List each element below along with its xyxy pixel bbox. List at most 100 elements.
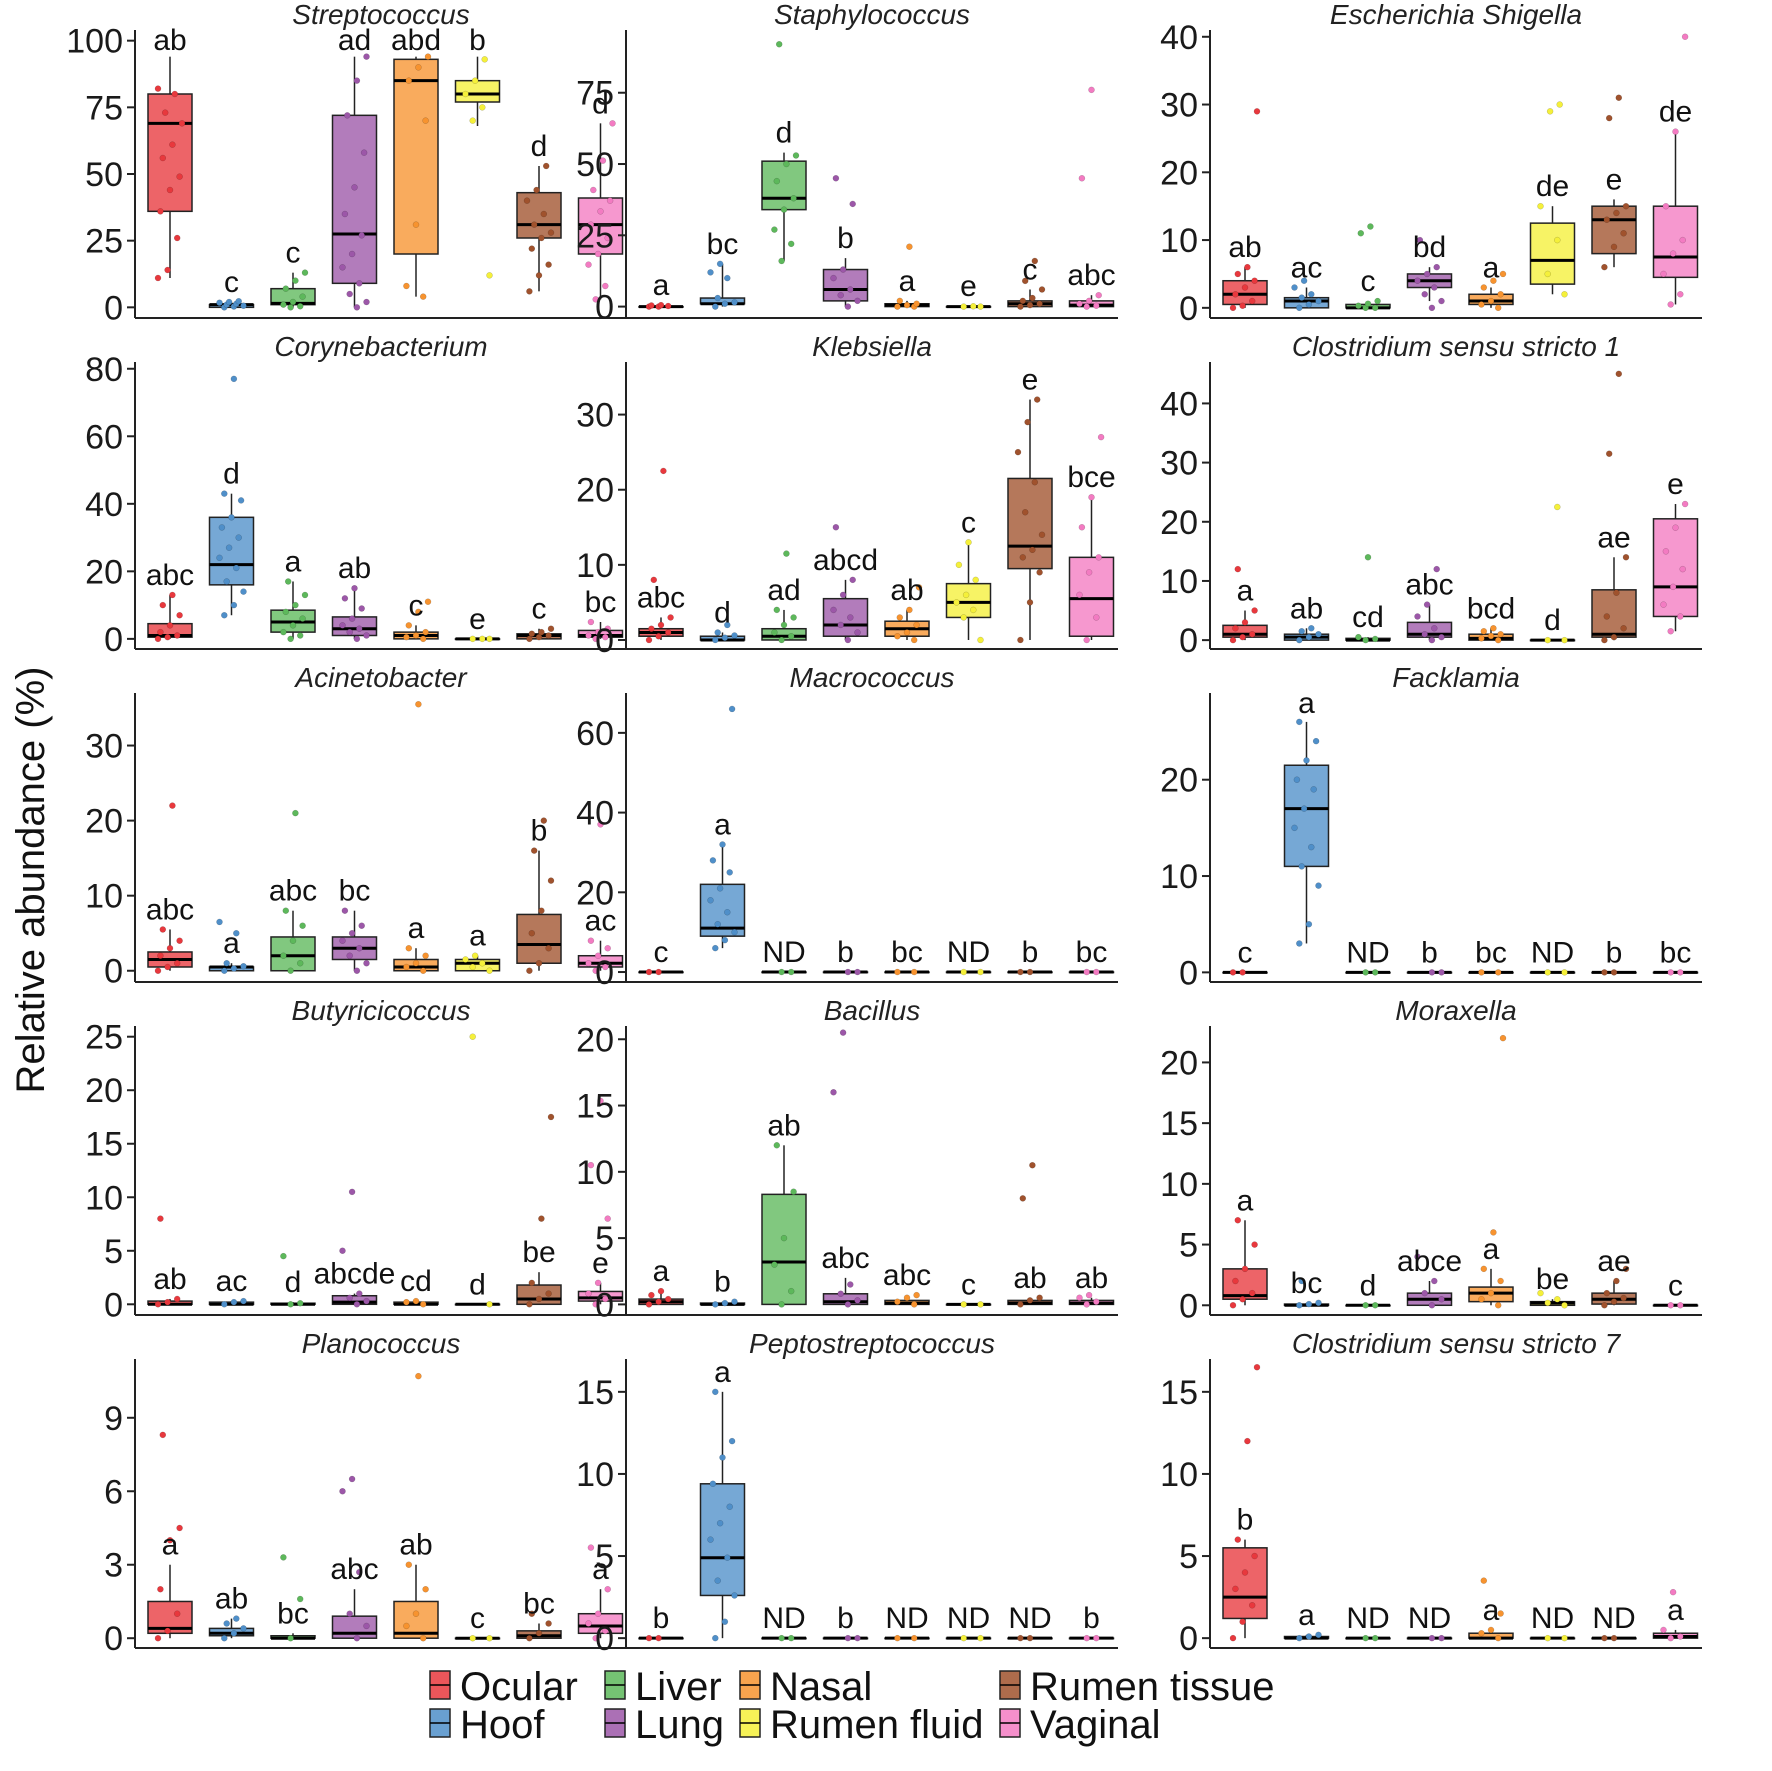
data-point bbox=[1544, 1299, 1551, 1307]
data-point bbox=[1239, 633, 1246, 641]
panel-title: Klebsiella bbox=[812, 331, 932, 362]
data-point bbox=[547, 625, 555, 632]
y-tick-label: 50 bbox=[576, 146, 614, 184]
legend-label: Liver bbox=[635, 1665, 722, 1709]
data-point bbox=[528, 1610, 536, 1617]
data-point bbox=[230, 1298, 238, 1306]
data-point bbox=[233, 929, 240, 937]
data-point bbox=[773, 606, 781, 614]
data-point bbox=[173, 1295, 181, 1303]
panel-clostridium-sensu-stricto-7: Clostridium sensu stricto 7 0 5 10 15 b a ND ND a… bbox=[1160, 1328, 1702, 1658]
data-point bbox=[353, 967, 361, 974]
data-point bbox=[287, 304, 294, 311]
box-iqr bbox=[516, 913, 562, 964]
data-point bbox=[173, 632, 181, 639]
significance-label: ab bbox=[338, 552, 371, 585]
data-point bbox=[419, 1301, 427, 1308]
data-point bbox=[280, 301, 287, 308]
box-hoof: d bbox=[208, 375, 255, 619]
data-point bbox=[280, 628, 287, 636]
box-lung: ab bbox=[331, 552, 378, 643]
data-point bbox=[289, 937, 297, 944]
data-point bbox=[1093, 1634, 1100, 1642]
data-point bbox=[540, 210, 548, 218]
data-point bbox=[1672, 524, 1679, 531]
data-point bbox=[526, 1634, 533, 1642]
box-vaginal: d bbox=[577, 87, 624, 303]
data-point bbox=[1431, 1277, 1438, 1285]
y-tick-label: 30 bbox=[576, 397, 614, 435]
data-point bbox=[1315, 1299, 1322, 1307]
box-nasal: cd bbox=[393, 1265, 439, 1308]
significance-label: ae bbox=[1597, 521, 1630, 554]
data-point bbox=[731, 1592, 738, 1599]
data-point bbox=[903, 1294, 911, 1302]
box-liver: ND bbox=[761, 1602, 807, 1642]
data-point bbox=[597, 208, 604, 215]
data-point bbox=[173, 1610, 181, 1617]
data-point bbox=[894, 1634, 901, 1642]
box-rumen-tissue: b bbox=[1591, 936, 1637, 976]
significance-label: ad bbox=[767, 574, 800, 607]
y-tick-label: 5 bbox=[595, 1538, 614, 1576]
data-point bbox=[422, 1585, 429, 1593]
data-point bbox=[731, 632, 738, 639]
significance-label: ab bbox=[890, 574, 923, 607]
data-point bbox=[778, 968, 785, 976]
data-point bbox=[1229, 1634, 1237, 1642]
data-point bbox=[1093, 1298, 1100, 1305]
data-point bbox=[1095, 554, 1102, 561]
box-nasal: abd bbox=[391, 24, 441, 300]
significance-label: ab bbox=[153, 1263, 186, 1296]
data-point bbox=[341, 595, 349, 602]
box-lung: b bbox=[822, 936, 869, 976]
data-point bbox=[1669, 1588, 1677, 1596]
data-point bbox=[356, 280, 363, 287]
panel-title: Moraxella bbox=[1395, 995, 1516, 1026]
data-point bbox=[223, 1620, 230, 1627]
significance-label: a bbox=[1483, 252, 1500, 285]
data-point bbox=[1478, 1295, 1485, 1303]
data-point bbox=[712, 303, 719, 310]
box-vaginal: de bbox=[1652, 33, 1699, 308]
box-lung: ND bbox=[1406, 1602, 1453, 1642]
data-point bbox=[161, 109, 169, 116]
y-tick-label: 0 bbox=[1179, 622, 1198, 660]
data-point bbox=[412, 1297, 420, 1305]
box-ocular: c bbox=[1222, 936, 1268, 976]
data-point bbox=[353, 1634, 361, 1642]
data-point bbox=[1620, 1294, 1627, 1302]
data-point bbox=[731, 928, 738, 936]
data-point bbox=[1300, 277, 1308, 284]
data-point bbox=[1438, 969, 1445, 976]
significance-label: abc bbox=[1405, 569, 1453, 602]
significance-label: ad bbox=[338, 24, 371, 57]
data-point bbox=[419, 635, 427, 643]
data-point bbox=[1561, 969, 1568, 976]
box-lung: bd bbox=[1406, 231, 1453, 312]
box-ocular: a bbox=[1222, 1184, 1268, 1309]
significance-label: c bbox=[1361, 265, 1376, 298]
data-point bbox=[664, 629, 672, 636]
data-point bbox=[159, 601, 167, 609]
box-ocular: a bbox=[638, 269, 684, 310]
y-tick-label: 5 bbox=[1179, 1227, 1198, 1265]
box-lung: abcd bbox=[813, 524, 878, 644]
significance-label: c bbox=[961, 1268, 976, 1301]
significance-label: abc bbox=[637, 581, 685, 614]
data-point bbox=[1234, 1536, 1242, 1543]
data-point bbox=[1241, 1569, 1249, 1576]
data-point bbox=[469, 1634, 476, 1642]
data-point bbox=[341, 210, 349, 218]
data-point bbox=[154, 274, 162, 282]
data-point bbox=[1433, 565, 1440, 573]
data-point bbox=[422, 952, 429, 959]
box-iqr bbox=[1652, 205, 1699, 279]
y-tick-label: 30 bbox=[85, 728, 123, 766]
significance-label: a bbox=[653, 269, 670, 302]
data-point bbox=[1610, 1298, 1618, 1305]
box-rumen-tissue: bc bbox=[516, 1588, 562, 1642]
data-point bbox=[280, 1252, 287, 1260]
data-point bbox=[223, 578, 230, 585]
significance-label: abc bbox=[883, 1259, 931, 1292]
